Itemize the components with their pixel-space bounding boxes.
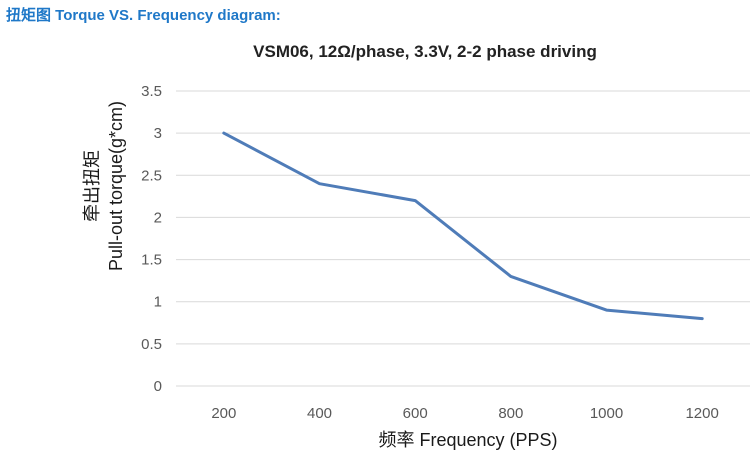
page-heading: 扭矩图 Torque VS. Frequency diagram: (6, 7, 281, 24)
x-tick-label: 1000 (590, 405, 623, 422)
series-group (222, 131, 704, 321)
x-tick-label: 600 (403, 405, 428, 422)
x-tick-label: 400 (307, 405, 332, 422)
y-tick-label: 1.5 (141, 252, 162, 269)
chart-title: VSM06, 12Ω/phase, 3.3V, 2-2 phase drivin… (253, 42, 597, 61)
x-tick-label: 800 (498, 405, 523, 422)
series-line (222, 131, 704, 321)
x-tick-label: 200 (211, 405, 236, 422)
y-tick-label: 0.5 (141, 336, 162, 353)
y-tick-label: 0 (154, 378, 162, 395)
x-tick-labels: 200 400 600 800 1000 1200 (211, 405, 719, 422)
gridlines (176, 90, 750, 387)
y-axis-label-cn: 牵出扭矩 (82, 150, 102, 222)
y-tick-label: 3 (154, 125, 162, 142)
y-tick-label: 1 (154, 294, 162, 311)
y-axis-label: Pull-out torque(g*cm) (106, 101, 126, 271)
y-tick-label: 2.5 (141, 167, 162, 184)
y-tick-label: 3.5 (141, 83, 162, 100)
y-tick-label: 2 (154, 209, 162, 226)
x-tick-label: 1200 (685, 405, 718, 422)
x-axis-label: 频率 Frequency (PPS) (378, 430, 557, 450)
y-tick-labels: 0 0.5 1 1.5 2 2.5 3 3.5 (141, 83, 162, 395)
